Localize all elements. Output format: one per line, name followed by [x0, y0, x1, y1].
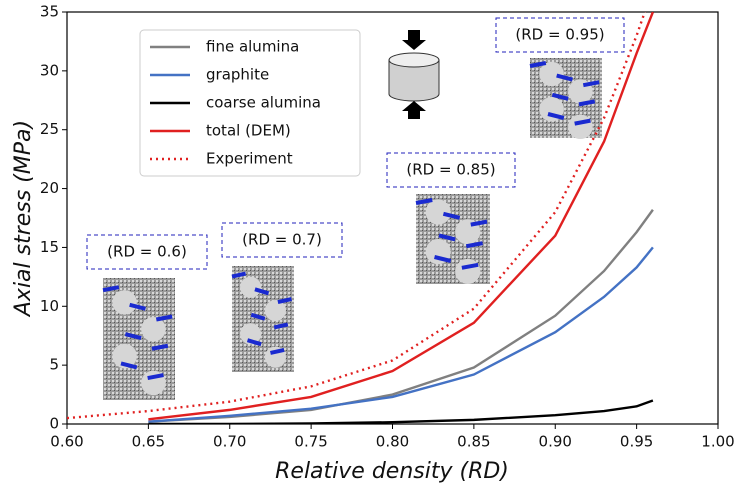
particle [425, 199, 451, 225]
graphite-flake [151, 343, 169, 351]
particle [112, 343, 137, 369]
x-tick-label: 1.00 [701, 433, 734, 451]
particle [240, 323, 262, 345]
x-tick-label: 0.70 [213, 433, 246, 451]
particle [112, 290, 137, 315]
legend-label: Experiment [206, 150, 293, 168]
legend-label: graphite [206, 66, 269, 84]
graphite-flake [270, 347, 285, 355]
graphite-flake [529, 61, 547, 68]
annotation-box [221, 222, 343, 258]
graphite-flake [461, 262, 479, 270]
x-tick-label: 0.95 [620, 433, 653, 451]
x-axis-label: Relative density (RD) [275, 459, 509, 484]
graphite-flake [120, 361, 138, 370]
graphite-flake [415, 198, 433, 205]
x-tick-label: 0.60 [50, 433, 83, 451]
graphite-flake [246, 338, 262, 347]
y-tick-label: 15 [40, 238, 59, 256]
series-line [148, 246, 654, 423]
graphite-flake [273, 322, 289, 330]
particle [141, 317, 166, 342]
graphite-flake [438, 233, 456, 242]
graphite-flake [578, 99, 596, 107]
particle [455, 258, 481, 284]
annotation: (RD = 0.7) [242, 231, 322, 249]
legend-label: total (DEM) [206, 122, 291, 140]
graphite-flake [102, 285, 120, 293]
particle [568, 114, 593, 140]
lines [67, 12, 655, 424]
graphite-flake [442, 211, 461, 220]
x-tick-label: 0.75 [294, 433, 327, 451]
y-tick-label: 10 [40, 297, 59, 315]
graphite-flake [147, 373, 164, 381]
graphite-flake [547, 112, 565, 120]
x-tick-label: 0.90 [539, 433, 572, 451]
series-line [148, 399, 654, 424]
x-tick-label: 0.65 [132, 433, 165, 451]
legend-label: fine alumina [206, 38, 299, 56]
graphite-flake [470, 219, 488, 227]
graphite-flake [254, 287, 270, 296]
y-axis-label: Axial stress (MPa) [11, 120, 36, 318]
y-tick-label: 20 [40, 179, 59, 197]
particle [240, 276, 262, 298]
annotation: (RD = 0.95) [515, 26, 604, 44]
graphite-flake [551, 92, 569, 101]
annotation: (RD = 0.85) [406, 161, 495, 179]
y-tick-label: 5 [49, 356, 59, 374]
graphite-flake [434, 255, 452, 263]
legend-box [139, 29, 361, 177]
legend-label: coarse alumina [206, 94, 321, 112]
graphite-flake [574, 118, 591, 126]
y-tick-label: 25 [40, 120, 59, 138]
graphite-flake [250, 312, 266, 321]
particle [539, 61, 564, 87]
graphite-flake [231, 271, 247, 279]
graphite-flake [155, 314, 173, 322]
graphite-flake [465, 241, 483, 249]
annotation-box [86, 234, 208, 270]
specimen-images [102, 58, 602, 400]
annotation: (RD = 0.6) [107, 243, 187, 261]
graphite-flake [277, 297, 292, 304]
x-tick-label: 0.80 [376, 433, 409, 451]
x-tick-label: 0.85 [457, 433, 490, 451]
graphite-flake [556, 73, 573, 82]
particle [264, 299, 286, 322]
annotation-box [495, 17, 625, 53]
y-tick-label: 30 [40, 61, 59, 79]
graphite-flake [582, 80, 600, 88]
series-line [148, 12, 655, 421]
y-tick-label: 35 [40, 3, 59, 21]
y-tick-label: 0 [49, 415, 59, 433]
graphite-flake [129, 302, 146, 311]
compression-icon [388, 30, 440, 119]
annotation-box [386, 152, 516, 188]
graphite-flake [124, 332, 142, 341]
